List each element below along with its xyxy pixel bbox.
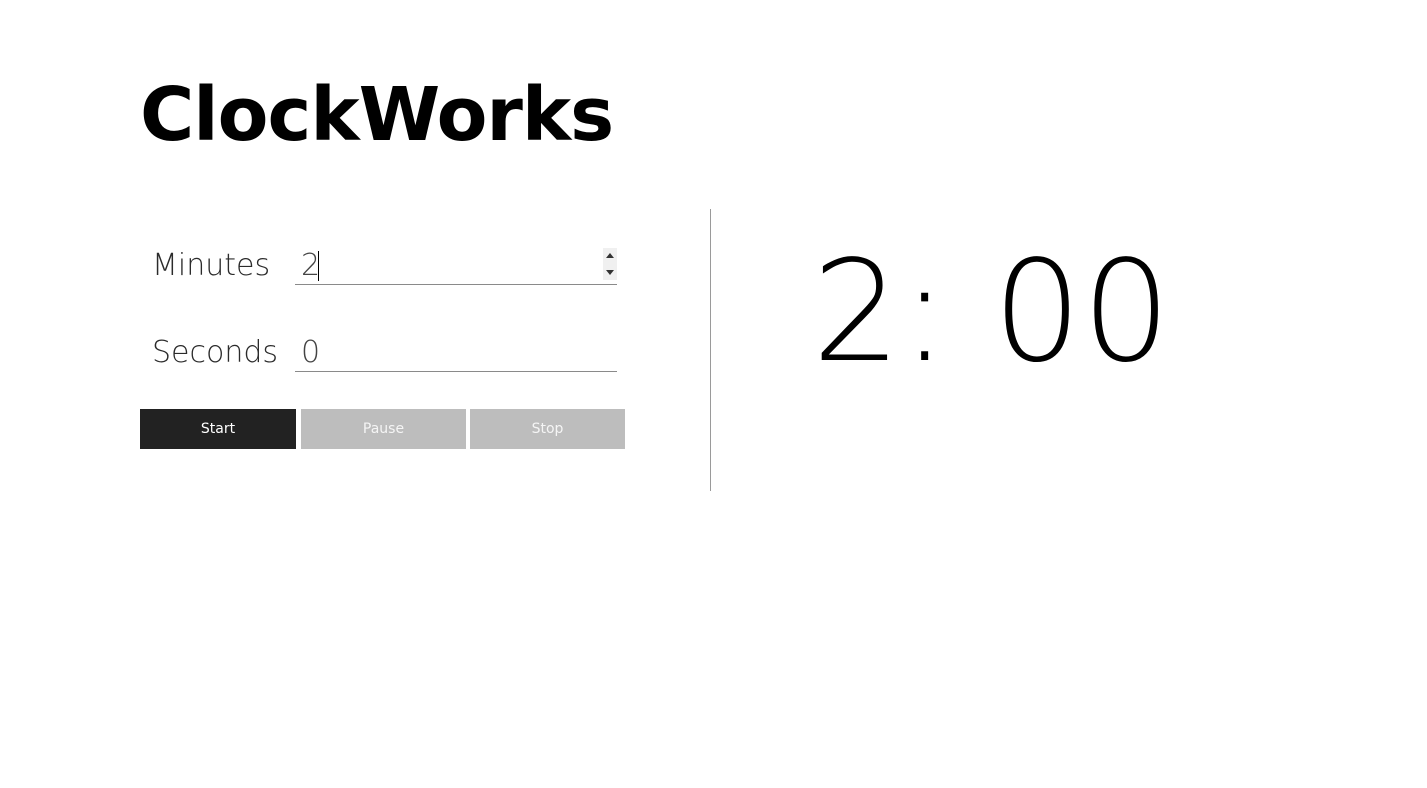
pause-button[interactable]: Pause — [301, 409, 466, 449]
seconds-input[interactable]: 0 — [295, 333, 617, 372]
minutes-row: Minutes 2 — [140, 246, 620, 286]
minutes-stepper[interactable] — [603, 248, 617, 280]
minutes-label: Minutes — [152, 248, 271, 283]
minutes-value: 2 — [301, 248, 321, 283]
seconds-row: Seconds 0 — [140, 333, 620, 373]
vertical-divider — [710, 209, 711, 491]
stepper-down-icon[interactable] — [603, 265, 617, 280]
seconds-value: 0 — [301, 335, 321, 370]
stepper-up-icon[interactable] — [603, 248, 617, 263]
seconds-label: Seconds — [152, 335, 279, 370]
app-title: ClockWorks — [140, 72, 614, 158]
timer-display: 2: 00 — [812, 231, 1171, 394]
text-caret — [318, 251, 319, 281]
start-button[interactable]: Start — [140, 409, 296, 449]
minutes-input[interactable]: 2 — [295, 246, 617, 285]
stop-button[interactable]: Stop — [470, 409, 625, 449]
